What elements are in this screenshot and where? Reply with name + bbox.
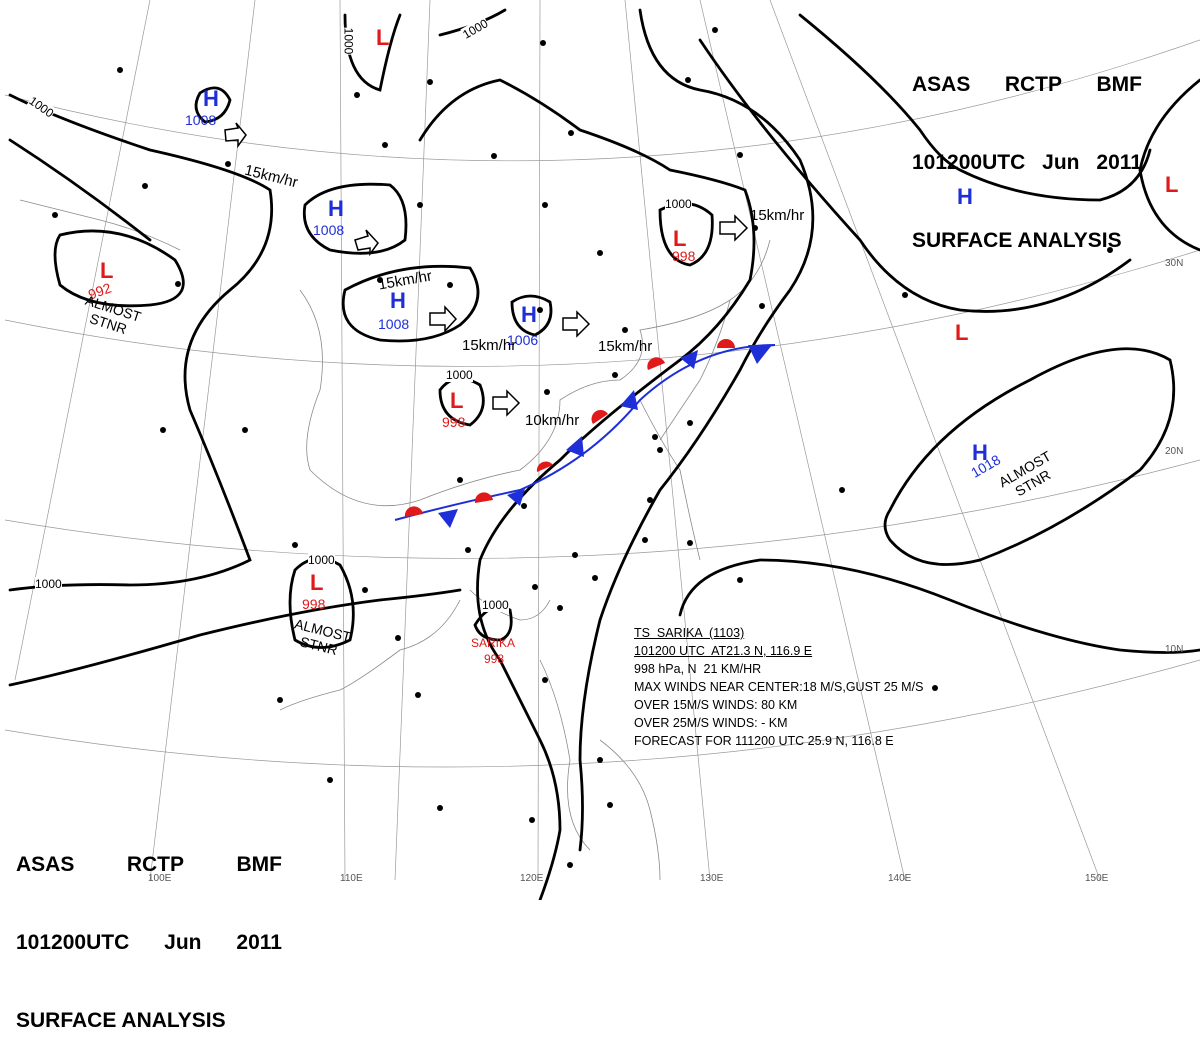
storm-position: 101200 UTC AT21.3 N, 116.9 E	[634, 644, 813, 658]
storm-max-winds: MAX WINDS NEAR CENTER:18 M/S,GUST 25 M/S	[634, 680, 924, 694]
high-pressure-symbol: H	[957, 184, 973, 209]
storm-info-block: TS SARIKA (1103) 101200 UTC AT21.3 N, 116…	[634, 606, 923, 768]
motion-speed-label: 10km/hr	[525, 412, 580, 429]
latitude-label: 20N	[1165, 446, 1184, 457]
header-title: SURFACE ANALYSIS	[16, 1009, 226, 1032]
coastline	[19, 199, 771, 881]
motion-speed-label: 15km/hr	[462, 337, 517, 354]
storm-sarika-pressure: 998	[484, 652, 505, 666]
isobars	[8, 8, 1200, 900]
longitude-label: 150E	[1085, 873, 1109, 884]
header-agency: ASAS	[912, 73, 971, 96]
low-pressure-symbol: L	[955, 320, 969, 345]
high-pressure-symbol: H	[521, 302, 537, 327]
high-pressure-symbol: H	[972, 440, 988, 465]
low-pressure-symbol: L	[100, 258, 114, 283]
header-code: BMF	[236, 853, 283, 876]
storm-pressure-motion: 998 hPa, N 21 KM/HR	[634, 662, 762, 676]
low-pressure-value: 998	[302, 596, 326, 612]
header-station: RCTP	[126, 853, 185, 876]
header-month: Jun	[1042, 151, 1080, 174]
isobar-main-trough	[418, 78, 756, 900]
isobar-far-south	[678, 558, 1200, 654]
warm-front-semicircles	[404, 339, 735, 517]
isobar-label: 1000	[308, 553, 335, 567]
longitude-label: 110E	[340, 873, 363, 884]
low-pressure-symbol: L	[310, 570, 324, 595]
header-agency: ASAS	[16, 853, 75, 876]
isobar-east-ridge	[578, 8, 815, 852]
front-line	[394, 344, 776, 521]
cold-front-triangles	[438, 345, 772, 528]
high-pressure-value: 1008	[185, 112, 217, 128]
isobar-high-1018	[883, 347, 1176, 566]
isobar-1000-left-low	[8, 138, 152, 242]
isobar-label: 1000	[482, 598, 509, 612]
longitude-label: 140E	[888, 873, 912, 884]
low-pressure-value: 998	[442, 414, 466, 430]
storm-forecast: FORECAST FOR 111200 UTC 25.9 N, 116.8 E	[634, 734, 894, 748]
graticule	[4, 0, 1200, 881]
low-pressure-symbol: L	[673, 226, 687, 251]
isobar-east-low	[1138, 78, 1200, 252]
motion-arrow-h4	[562, 310, 591, 338]
storm-name: TS SARIKA (1103)	[634, 626, 745, 640]
latitude-label: 30N	[1165, 258, 1184, 269]
isobar-high-1008-a	[194, 86, 232, 124]
weather-map	[4, 0, 1200, 900]
high-pressure-value: 1008	[313, 222, 345, 238]
isobar-label: 1000	[446, 368, 473, 382]
latitude-label: 10N	[1165, 644, 1184, 655]
isobar-pacific	[798, 13, 1152, 202]
isobar-high-1008-c	[341, 264, 480, 343]
map-header-bottom: ASAS RCTP BMF 101200UTC Jun 2011 SURFACE ANA…	[16, 800, 282, 1060]
storm-sarika-label: SARIKA	[471, 636, 516, 650]
isobar-label: 1000	[341, 27, 356, 55]
storm-over25: OVER 25M/S WINDS: - KM	[634, 716, 788, 730]
longitude-label: 100E	[148, 873, 172, 884]
isobar-label: 1000	[665, 197, 692, 211]
longitude-label: 120E	[520, 873, 544, 884]
low-pressure-symbol: L	[1165, 172, 1179, 197]
low-pressure-value: 998	[672, 248, 696, 264]
stationary-front	[394, 339, 776, 528]
longitude-label: 130E	[700, 873, 724, 884]
motion-arrow-h1	[224, 122, 247, 149]
high-pressure-symbol: H	[328, 196, 344, 221]
high-pressure-symbol: H	[390, 288, 406, 313]
map-header-top: ASAS RCTP BMF 101200UTC Jun 2011 SURFACE ANA…	[912, 20, 1142, 280]
motion-speed-label: 15km/hr	[750, 207, 805, 224]
motion-arrow-l4	[492, 389, 521, 417]
isobar-1000-northwest	[8, 93, 274, 592]
isobar-label: 1000	[35, 577, 62, 591]
motion-speed-label: 15km/hr	[598, 338, 653, 355]
header-time: 101200UTC	[16, 931, 130, 954]
high-pressure-value: 1008	[378, 316, 410, 332]
isobar-high-1006	[510, 294, 553, 337]
motion-arrow-l3	[719, 214, 749, 242]
motion-arrow-h2	[354, 229, 379, 257]
motion-arrow-h3	[429, 305, 458, 333]
header-year: 2011	[1096, 151, 1142, 174]
isobar-east-high	[698, 38, 1132, 313]
high-pressure-symbol: H	[203, 86, 219, 111]
isobar-southern	[8, 588, 462, 687]
high-pressure-value: 1006	[507, 332, 539, 348]
header-code: BMF	[1096, 73, 1143, 96]
header-year: 2011	[236, 931, 282, 954]
header-station: RCTP	[1004, 73, 1063, 96]
low-pressure-symbol: L	[450, 388, 464, 413]
storm-over15: OVER 15M/S WINDS: 80 KM	[634, 698, 798, 712]
station-markers	[52, 27, 1113, 868]
low-pressure-symbol: L	[376, 25, 390, 50]
isobar-low-992	[53, 229, 185, 308]
motion-arrows	[224, 122, 749, 417]
isobar-high-1008-b	[302, 182, 408, 255]
header-time: 101200UTC	[912, 151, 1026, 174]
header-month: Jun	[164, 931, 202, 954]
header-title: SURFACE ANALYSIS	[912, 229, 1122, 252]
